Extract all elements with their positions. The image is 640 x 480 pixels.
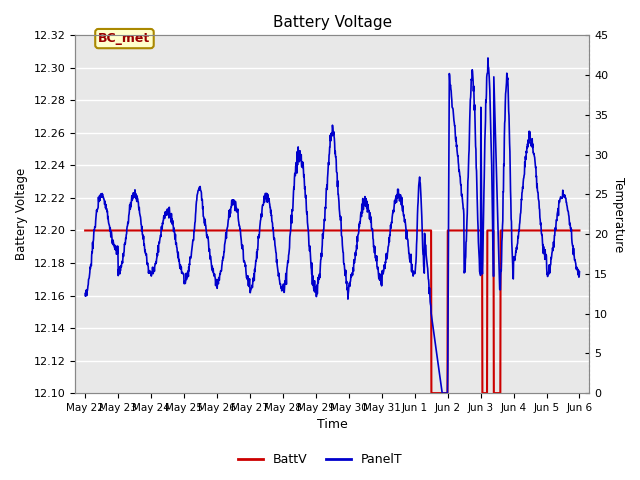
Y-axis label: Temperature: Temperature — [612, 177, 625, 252]
Text: BC_met: BC_met — [99, 32, 150, 45]
Legend: BattV, PanelT: BattV, PanelT — [232, 448, 408, 471]
Y-axis label: Battery Voltage: Battery Voltage — [15, 168, 28, 260]
X-axis label: Time: Time — [317, 419, 348, 432]
Title: Battery Voltage: Battery Voltage — [273, 15, 392, 30]
